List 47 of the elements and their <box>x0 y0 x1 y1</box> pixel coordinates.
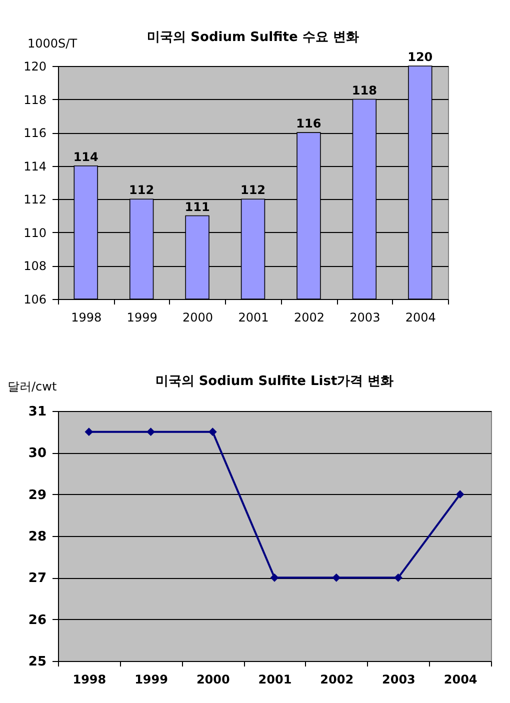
x-tick-label: 2004 <box>405 310 436 324</box>
x-tick-label: 1999 <box>134 672 168 686</box>
x-tick-label: 2003 <box>382 672 416 686</box>
y-tick-label: 116 <box>24 126 46 140</box>
point <box>146 428 155 436</box>
y-tick-label: 26 <box>28 612 46 628</box>
y-tick-label: 25 <box>28 654 46 670</box>
data-label: 116 <box>296 116 322 131</box>
point <box>84 428 94 436</box>
x-tick-label: 2004 <box>444 672 478 686</box>
x-tick-label: 2002 <box>320 672 354 686</box>
x-tick-label: 2000 <box>182 310 214 324</box>
point <box>394 573 402 582</box>
y-tick-label: 29 <box>28 488 46 503</box>
data-label: 112 <box>129 183 154 198</box>
y-tick-label: 120 <box>24 60 46 74</box>
data-label: 114 <box>73 150 98 164</box>
y-tick-label: 112 <box>24 192 46 207</box>
point <box>456 490 464 499</box>
x-tick-label: 1998 <box>71 310 102 324</box>
y-axis-title: 1000S/T <box>28 36 78 50</box>
y-tick-label: 118 <box>24 92 46 107</box>
x-tick-label: 2001 <box>238 310 269 324</box>
y-tick-label: 110 <box>24 226 46 240</box>
x-tick-label: 1999 <box>126 310 158 324</box>
y-tick-label: 30 <box>28 446 46 462</box>
x-tick-label: 2003 <box>350 310 380 324</box>
y-tick-label: 106 <box>24 292 46 306</box>
data-label: 111 <box>184 200 210 214</box>
x-tick-label: 1998 <box>72 672 106 686</box>
data-label: 120 <box>408 50 433 64</box>
y-tick-label: 28 <box>28 530 46 544</box>
y-tick-label: 114 <box>24 159 46 174</box>
point <box>332 573 341 582</box>
x-tick-label: 2001 <box>258 672 292 686</box>
point <box>270 573 279 582</box>
x-tick-label: 2002 <box>294 310 324 324</box>
chart-title: 미국의 Sodium Sulfite List가격 변화 <box>155 374 394 389</box>
point <box>208 428 217 436</box>
y-axis-title: 달러/cwt <box>8 380 57 394</box>
y-tick-label: 31 <box>28 404 46 420</box>
y-tick-label: 108 <box>24 259 46 274</box>
data-label: 118 <box>352 83 377 98</box>
data-label: 112 <box>240 183 266 198</box>
y-tick-label: 27 <box>28 571 46 586</box>
chart-title: 미국의 Sodium Sulfite 수요 변화 <box>147 30 359 45</box>
x-tick-label: 2000 <box>196 672 230 686</box>
